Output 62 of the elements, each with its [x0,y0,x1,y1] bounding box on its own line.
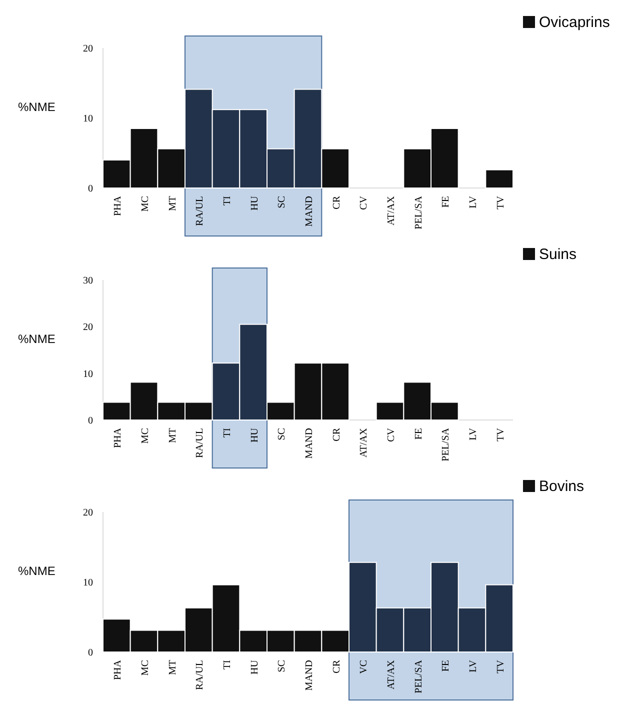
y-axis-title: %NME [18,332,56,346]
x-tick-label: AT/AX [386,195,397,226]
x-tick-label: TV [495,427,506,442]
x-tick-label: TV [495,659,506,674]
x-tick-label: HU [249,195,260,210]
x-tick-label: TI [222,428,233,438]
legend-label: Suins [539,246,577,263]
x-tick-label: SC [276,660,288,672]
x-tick-label: LV [468,427,479,440]
x-tick-label: MAND [304,428,315,459]
x-tick-label: CV [358,195,370,210]
y-tick-label: 20 [83,44,93,54]
y-tick-label: 0 [88,416,93,426]
x-tick-label: RA/UL [194,428,206,458]
x-tick-label: MT [167,428,178,443]
x-tick-label: LV [468,659,479,672]
y-tick-label: 10 [83,114,93,124]
y-tick-label: 10 [83,578,93,588]
x-tick-label: FE [440,196,452,208]
x-tick-label: PEL/SA [440,427,452,462]
x-tick-label: CR [331,428,342,442]
x-tick-label: MC [140,196,151,212]
x-tick-label: RA/UL [194,196,206,226]
y-tick-label: 30 [83,276,93,286]
x-tick-label: TI [222,660,233,670]
x-tick-label: VC [358,660,370,674]
x-tick-label: MC [140,660,151,676]
x-tick-label: PEL/SA [413,195,424,230]
x-tick-label: LV [468,195,479,208]
x-tick-label: MAND [304,660,315,691]
bar [485,169,514,188]
x-tick-label: CV [386,427,397,442]
x-tick-label: AT/AX [358,427,370,458]
y-axis-title: %NME [18,100,56,114]
x-tick-label: PHA [112,427,124,448]
x-tick-label: MAND [304,196,315,227]
x-tick-label: TV [495,195,506,210]
y-tick-label: 20 [83,508,93,518]
x-tick-label: TI [222,196,233,206]
y-axis-title: %NME [18,564,56,578]
x-tick-label: PHA [112,195,124,216]
x-tick-label: FE [440,660,452,672]
x-tick-label: SC [276,196,288,208]
x-tick-label: SC [276,428,288,440]
x-tick-label: PHA [112,659,124,680]
x-tick-label: CR [331,660,342,674]
x-tick-label: HU [249,427,260,442]
x-tick-label: FE [413,428,424,440]
x-tick-label: MC [140,428,151,444]
y-tick-label: 0 [88,648,93,658]
x-tick-label: MT [167,196,178,211]
y-tick-label: 10 [83,368,93,380]
x-tick-label: RA/UL [194,660,206,690]
x-tick-label: PEL/SA [413,659,424,694]
x-tick-label: HU [249,659,260,674]
y-tick-label: 20 [83,322,93,334]
x-tick-label: CR [331,196,342,210]
y-tick-label: 0 [88,184,93,194]
legend-label: Ovicaprins [539,14,610,31]
x-tick-label: AT/AX [386,659,397,690]
x-tick-label: MT [167,660,178,675]
legend-label: Bovins [539,478,584,495]
